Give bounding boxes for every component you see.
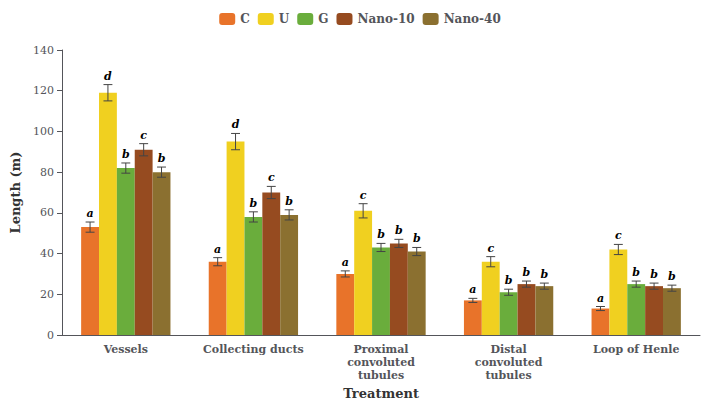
svg-text:b: b (668, 270, 676, 283)
svg-text:b: b (122, 148, 130, 161)
svg-text:Nano-10: Nano-10 (357, 12, 414, 26)
svg-text:b: b (158, 152, 166, 165)
svg-text:b: b (395, 224, 403, 237)
svg-text:tubules: tubules (486, 369, 532, 382)
svg-text:a: a (87, 207, 94, 220)
svg-text:a: a (214, 243, 221, 256)
svg-text:Treatment: Treatment (343, 386, 419, 401)
svg-text:c: c (487, 242, 494, 255)
svg-text:convoluted: convoluted (347, 356, 415, 369)
svg-text:b: b (285, 195, 293, 208)
svg-text:c: c (140, 129, 147, 142)
svg-text:Collecting ducts: Collecting ducts (203, 343, 304, 356)
svg-text:120: 120 (33, 84, 54, 97)
svg-text:140: 140 (33, 44, 54, 57)
svg-text:b: b (540, 268, 548, 281)
svg-text:60: 60 (40, 206, 54, 219)
svg-text:Length (m): Length (m) (8, 152, 23, 234)
svg-text:c: c (615, 229, 622, 242)
svg-text:Nano-40: Nano-40 (444, 12, 501, 26)
svg-text:convoluted: convoluted (475, 356, 543, 369)
svg-text:100: 100 (33, 125, 54, 138)
svg-text:80: 80 (40, 166, 54, 179)
svg-text:Vessels: Vessels (103, 343, 148, 356)
svg-text:c: c (360, 189, 367, 202)
svg-text:Loop of Henle: Loop of Henle (593, 343, 679, 356)
svg-text:c: c (268, 171, 275, 184)
svg-text:U: U (279, 12, 290, 26)
svg-text:b: b (523, 266, 531, 279)
svg-text:b: b (413, 232, 421, 245)
svg-text:Distal: Distal (490, 343, 526, 356)
svg-text:tubules: tubules (358, 369, 404, 382)
svg-text:b: b (650, 268, 658, 281)
svg-text:a: a (342, 256, 349, 269)
svg-text:20: 20 (40, 288, 54, 301)
svg-text:b: b (632, 266, 640, 279)
svg-text:a: a (597, 292, 604, 305)
svg-text:b: b (505, 274, 513, 287)
svg-text:Proximal: Proximal (353, 343, 408, 356)
svg-text:d: d (104, 70, 112, 83)
svg-text:b: b (250, 197, 258, 210)
svg-text:0: 0 (47, 329, 54, 342)
svg-text:C: C (240, 12, 250, 26)
svg-text:b: b (377, 228, 385, 241)
svg-text:G: G (318, 12, 328, 26)
svg-text:a: a (469, 283, 476, 296)
svg-text:40: 40 (40, 247, 54, 260)
svg-text:d: d (232, 118, 240, 131)
